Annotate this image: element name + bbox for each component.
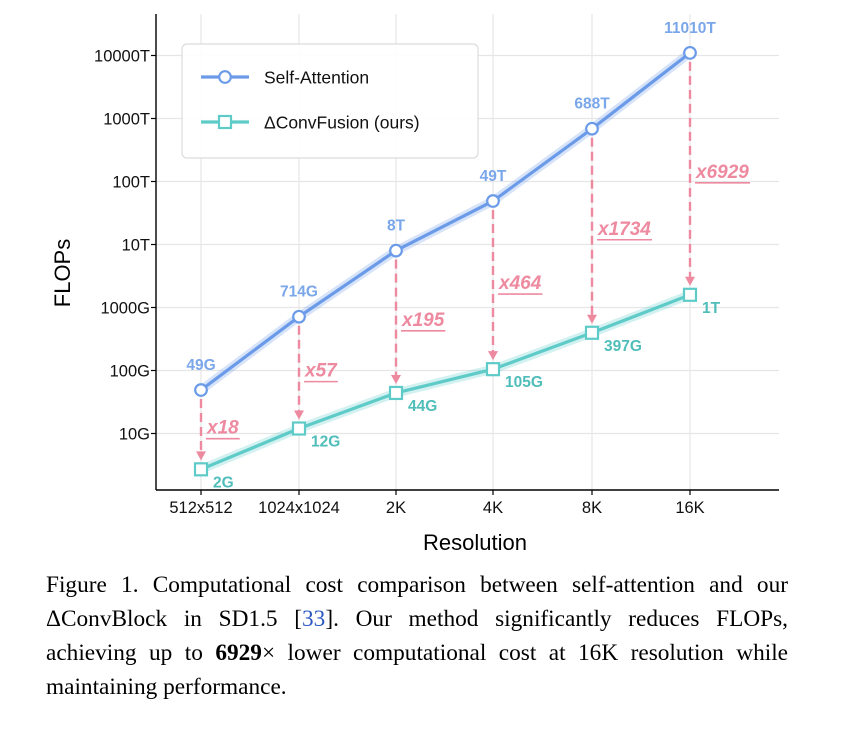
caption-citation[interactable]: 33 (302, 606, 326, 632)
y-tick-label: 100G (110, 363, 150, 381)
reduction-arrow-head (294, 410, 304, 420)
y-tick-label: 100T (112, 174, 150, 192)
reduction-label: x18 (206, 418, 239, 439)
flops-chart: 10G 100G 1000G 10T 100T 1000T 10000T 512x512 102… (44, 14, 790, 562)
legend-self-attention-label: Self-Attention (264, 68, 369, 88)
reduction-label: x57 (304, 361, 338, 382)
reduction-arrow-head (488, 351, 498, 361)
y-tick-label: 1000G (100, 300, 150, 318)
convfusion-point (682, 287, 698, 302)
legend-self-attention-marker (218, 70, 232, 84)
legend-convfusion-label: ΔConvFusion (ours) (264, 113, 420, 133)
reduction-label: x6929 (695, 162, 749, 183)
convfusion-point (291, 421, 307, 436)
self-attention-data-label: 49T (480, 168, 507, 185)
caption-bold-number: 6929 (215, 640, 262, 666)
self-attention-point (486, 194, 500, 208)
reduction-arrow-head (587, 314, 597, 324)
x-tick-label: 1024x1024 (258, 499, 340, 517)
reduction-arrow-head (685, 276, 695, 286)
y-tick-label: 10T (122, 237, 150, 255)
figure-caption: Figure 1. Computational cost comparison … (46, 568, 788, 704)
self-attention-point (585, 121, 599, 136)
self-attention-data-label: 688T (574, 96, 610, 113)
y-tick-label: 10000T (94, 48, 150, 66)
x-tick-label: 4K (483, 499, 503, 517)
reduction-annotations: x18 x57 x195 x464 x1734 x6929 (196, 61, 750, 461)
convfusion-data-label: 44G (408, 398, 437, 415)
reduction-label: x1734 (597, 219, 651, 240)
caption-times: × (261, 640, 276, 666)
reduction-arrow-head (196, 451, 206, 461)
chart-figure: 10G 100G 1000G 10T 100T 1000T 10000T 512x512 102… (44, 14, 790, 562)
convfusion-data-label: 1T (702, 300, 721, 317)
x-axis-title: Resolution (423, 530, 527, 555)
convfusion-data-label: 12G (311, 434, 340, 451)
convfusion-data-label: 2G (213, 474, 234, 491)
reduction-label: x195 (401, 310, 445, 331)
convfusion-data-label: 397G (604, 338, 642, 355)
legend: Self-Attention ΔConvFusion (ours) (181, 43, 479, 159)
self-attention-data-label: 8T (387, 218, 406, 235)
x-tick-label: 16K (675, 499, 704, 517)
self-attention-point (683, 45, 697, 60)
convfusion-series: 2G 12G 44G 105G 397G 1T (193, 287, 721, 491)
legend-box (181, 43, 479, 159)
self-attention-data-label: 11010T (664, 20, 716, 37)
caption-tail: lower computational cost at 16K resoluti… (46, 640, 789, 700)
x-tick-label: 512x512 (169, 499, 232, 517)
y-axis-title: FLOPs (50, 239, 75, 307)
x-tick-label: 8K (582, 499, 602, 517)
convfusion-data-label: 105G (505, 374, 543, 391)
reduction-arrow-head (391, 374, 401, 384)
convfusion-point (193, 462, 209, 477)
self-attention-data-label: 714G (280, 284, 318, 301)
self-attention-point (292, 309, 306, 324)
self-attention-point (389, 243, 403, 258)
x-tick-label: 2K (386, 499, 406, 517)
convfusion-line (199, 293, 692, 471)
self-attention-series: 49G 714G 8T 49T 688T 11010T (186, 20, 716, 397)
convfusion-point (485, 362, 501, 377)
convfusion-point (584, 325, 600, 340)
legend-convfusion-marker (217, 114, 233, 130)
self-attention-data-label: 49G (186, 357, 215, 374)
caption-mid: ]. Our method significantly reduces FLOP… (46, 606, 788, 666)
self-attention-line (199, 51, 692, 392)
y-tick-label: 10G (119, 426, 150, 444)
self-attention-point (194, 383, 208, 397)
convfusion-point (388, 385, 404, 401)
reduction-label: x464 (498, 273, 542, 294)
y-tick-label: 1000T (103, 111, 150, 129)
caption-lead: Figure 1. Computational cost comparison … (46, 572, 788, 632)
